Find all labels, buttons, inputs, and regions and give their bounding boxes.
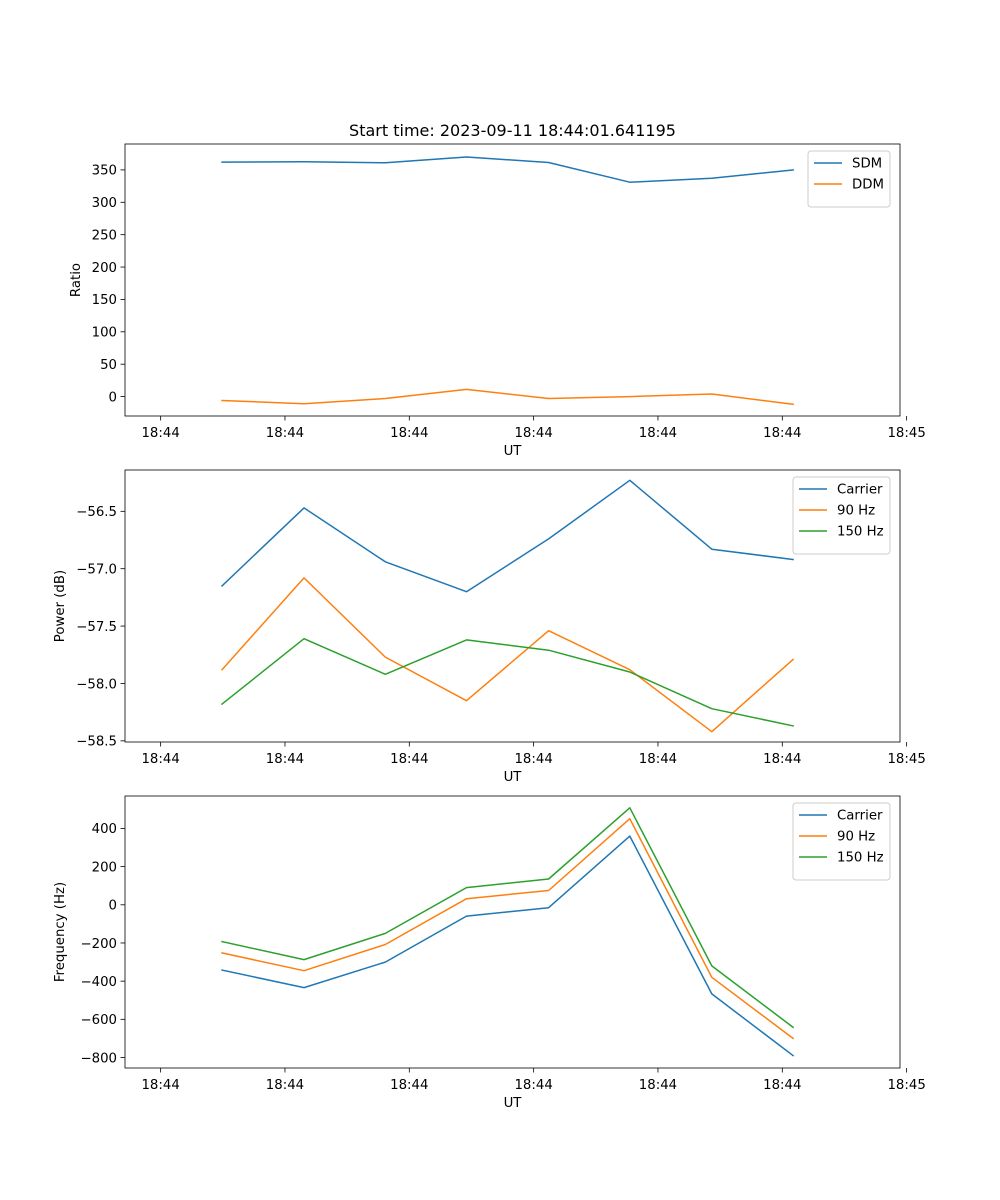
legend-label: 90 Hz bbox=[837, 504, 875, 519]
x-tick-label: 18:44 bbox=[141, 426, 179, 441]
x-tick-label: 18:44 bbox=[390, 426, 428, 441]
legend-label: 90 Hz bbox=[837, 830, 875, 845]
x-axis-label: UT bbox=[504, 444, 523, 459]
legend-label: Carrier bbox=[837, 809, 883, 824]
legend-label: 150 Hz bbox=[837, 851, 884, 866]
plot-frame bbox=[124, 469, 901, 743]
y-tick-label: 300 bbox=[92, 196, 117, 211]
y-tick-label: −200 bbox=[80, 937, 117, 952]
x-tick-label: 18:44 bbox=[763, 752, 801, 767]
x-tick-label: 18:44 bbox=[514, 426, 552, 441]
series-line-150-hz bbox=[221, 807, 795, 1029]
x-tick-label: 18:44 bbox=[514, 1078, 552, 1093]
series-line-sdm bbox=[221, 156, 794, 183]
series-line-carrier bbox=[221, 835, 795, 1057]
y-tick-label: 350 bbox=[92, 164, 117, 179]
y-tick-label: 200 bbox=[92, 860, 117, 875]
legend-box bbox=[807, 150, 891, 208]
y-tick-label: −400 bbox=[80, 975, 117, 990]
series-line-90-hz bbox=[220, 577, 795, 733]
y-tick-label: −58.5 bbox=[76, 735, 117, 750]
panel-3: 18:44 18:44 18:44 18:44 18:44 18:44 18:45 −800 −… bbox=[53, 795, 926, 1111]
x-tick-label: 18:44 bbox=[266, 752, 304, 767]
x-tick-label: 18:45 bbox=[887, 752, 925, 767]
legend: Carrier 90 Hz 150 Hz bbox=[792, 802, 891, 881]
plot-frame bbox=[124, 795, 901, 1069]
series-line-150-hz bbox=[220, 637, 794, 727]
legend-label: DDM bbox=[852, 178, 884, 193]
x-tick-label: 18:44 bbox=[141, 1078, 179, 1093]
y-tick-label: 0 bbox=[109, 899, 117, 914]
x-tick-label: 18:44 bbox=[763, 1078, 801, 1093]
x-tick-label: 18:44 bbox=[639, 752, 677, 767]
y-tick-label: 150 bbox=[92, 293, 117, 308]
x-tick-label: 18:45 bbox=[887, 426, 925, 441]
y-tick-label: −56.5 bbox=[76, 505, 117, 520]
x-tick-label: 18:44 bbox=[141, 752, 179, 767]
x-tick-label: 18:44 bbox=[639, 426, 677, 441]
panel-2: 18:44 18:44 18:44 18:44 18:44 18:44 18:45 −58.5… bbox=[53, 469, 926, 785]
x-tick-label: 18:44 bbox=[390, 1078, 428, 1093]
legend-box bbox=[792, 476, 891, 555]
x-tick-label: 18:44 bbox=[266, 426, 304, 441]
legend-box bbox=[792, 802, 891, 881]
x-tick-label: 18:44 bbox=[639, 1078, 677, 1093]
x-axis-label: UT bbox=[504, 1096, 523, 1111]
y-tick-label: −800 bbox=[80, 1051, 117, 1066]
legend-label: 150 Hz bbox=[837, 525, 884, 540]
legend-label: Carrier bbox=[837, 483, 883, 498]
y-tick-label: 0 bbox=[109, 390, 117, 405]
y-axis-label: Frequency (Hz) bbox=[53, 882, 68, 982]
y-tick-label: −600 bbox=[80, 1013, 117, 1028]
chart-title: Start time: 2023-09-11 18:44:01.641195 bbox=[349, 121, 676, 140]
y-tick-label: −57.0 bbox=[76, 563, 117, 578]
y-tick-label: 250 bbox=[92, 228, 117, 243]
series-line-carrier bbox=[220, 479, 794, 593]
legend: Carrier 90 Hz 150 Hz bbox=[792, 476, 891, 555]
y-tick-label: 100 bbox=[92, 326, 117, 341]
y-tick-label: 200 bbox=[92, 261, 117, 276]
y-tick-label: 50 bbox=[100, 358, 117, 373]
panel-1: 18:44 18:44 18:44 18:44 18:44 18:44 18:45 0 50 10… bbox=[69, 121, 926, 459]
x-tick-label: 18:44 bbox=[763, 426, 801, 441]
series-line-90-hz bbox=[221, 817, 795, 1040]
x-tick-label: 18:45 bbox=[887, 1078, 925, 1093]
x-axis-label: UT bbox=[504, 770, 523, 785]
y-tick-label: −58.0 bbox=[76, 677, 117, 692]
plot-frame bbox=[124, 143, 901, 417]
x-tick-label: 18:44 bbox=[514, 752, 552, 767]
y-axis-label: Ratio bbox=[69, 263, 84, 297]
y-axis-label: Power (dB) bbox=[53, 570, 68, 642]
x-tick-label: 18:44 bbox=[390, 752, 428, 767]
y-tick-label: −57.5 bbox=[76, 620, 117, 635]
legend-label: SDM bbox=[852, 157, 882, 172]
legend: SDM DDM bbox=[807, 150, 891, 208]
series-line-ddm bbox=[221, 388, 794, 406]
x-tick-label: 18:44 bbox=[266, 1078, 304, 1093]
y-tick-label: 400 bbox=[92, 822, 117, 837]
